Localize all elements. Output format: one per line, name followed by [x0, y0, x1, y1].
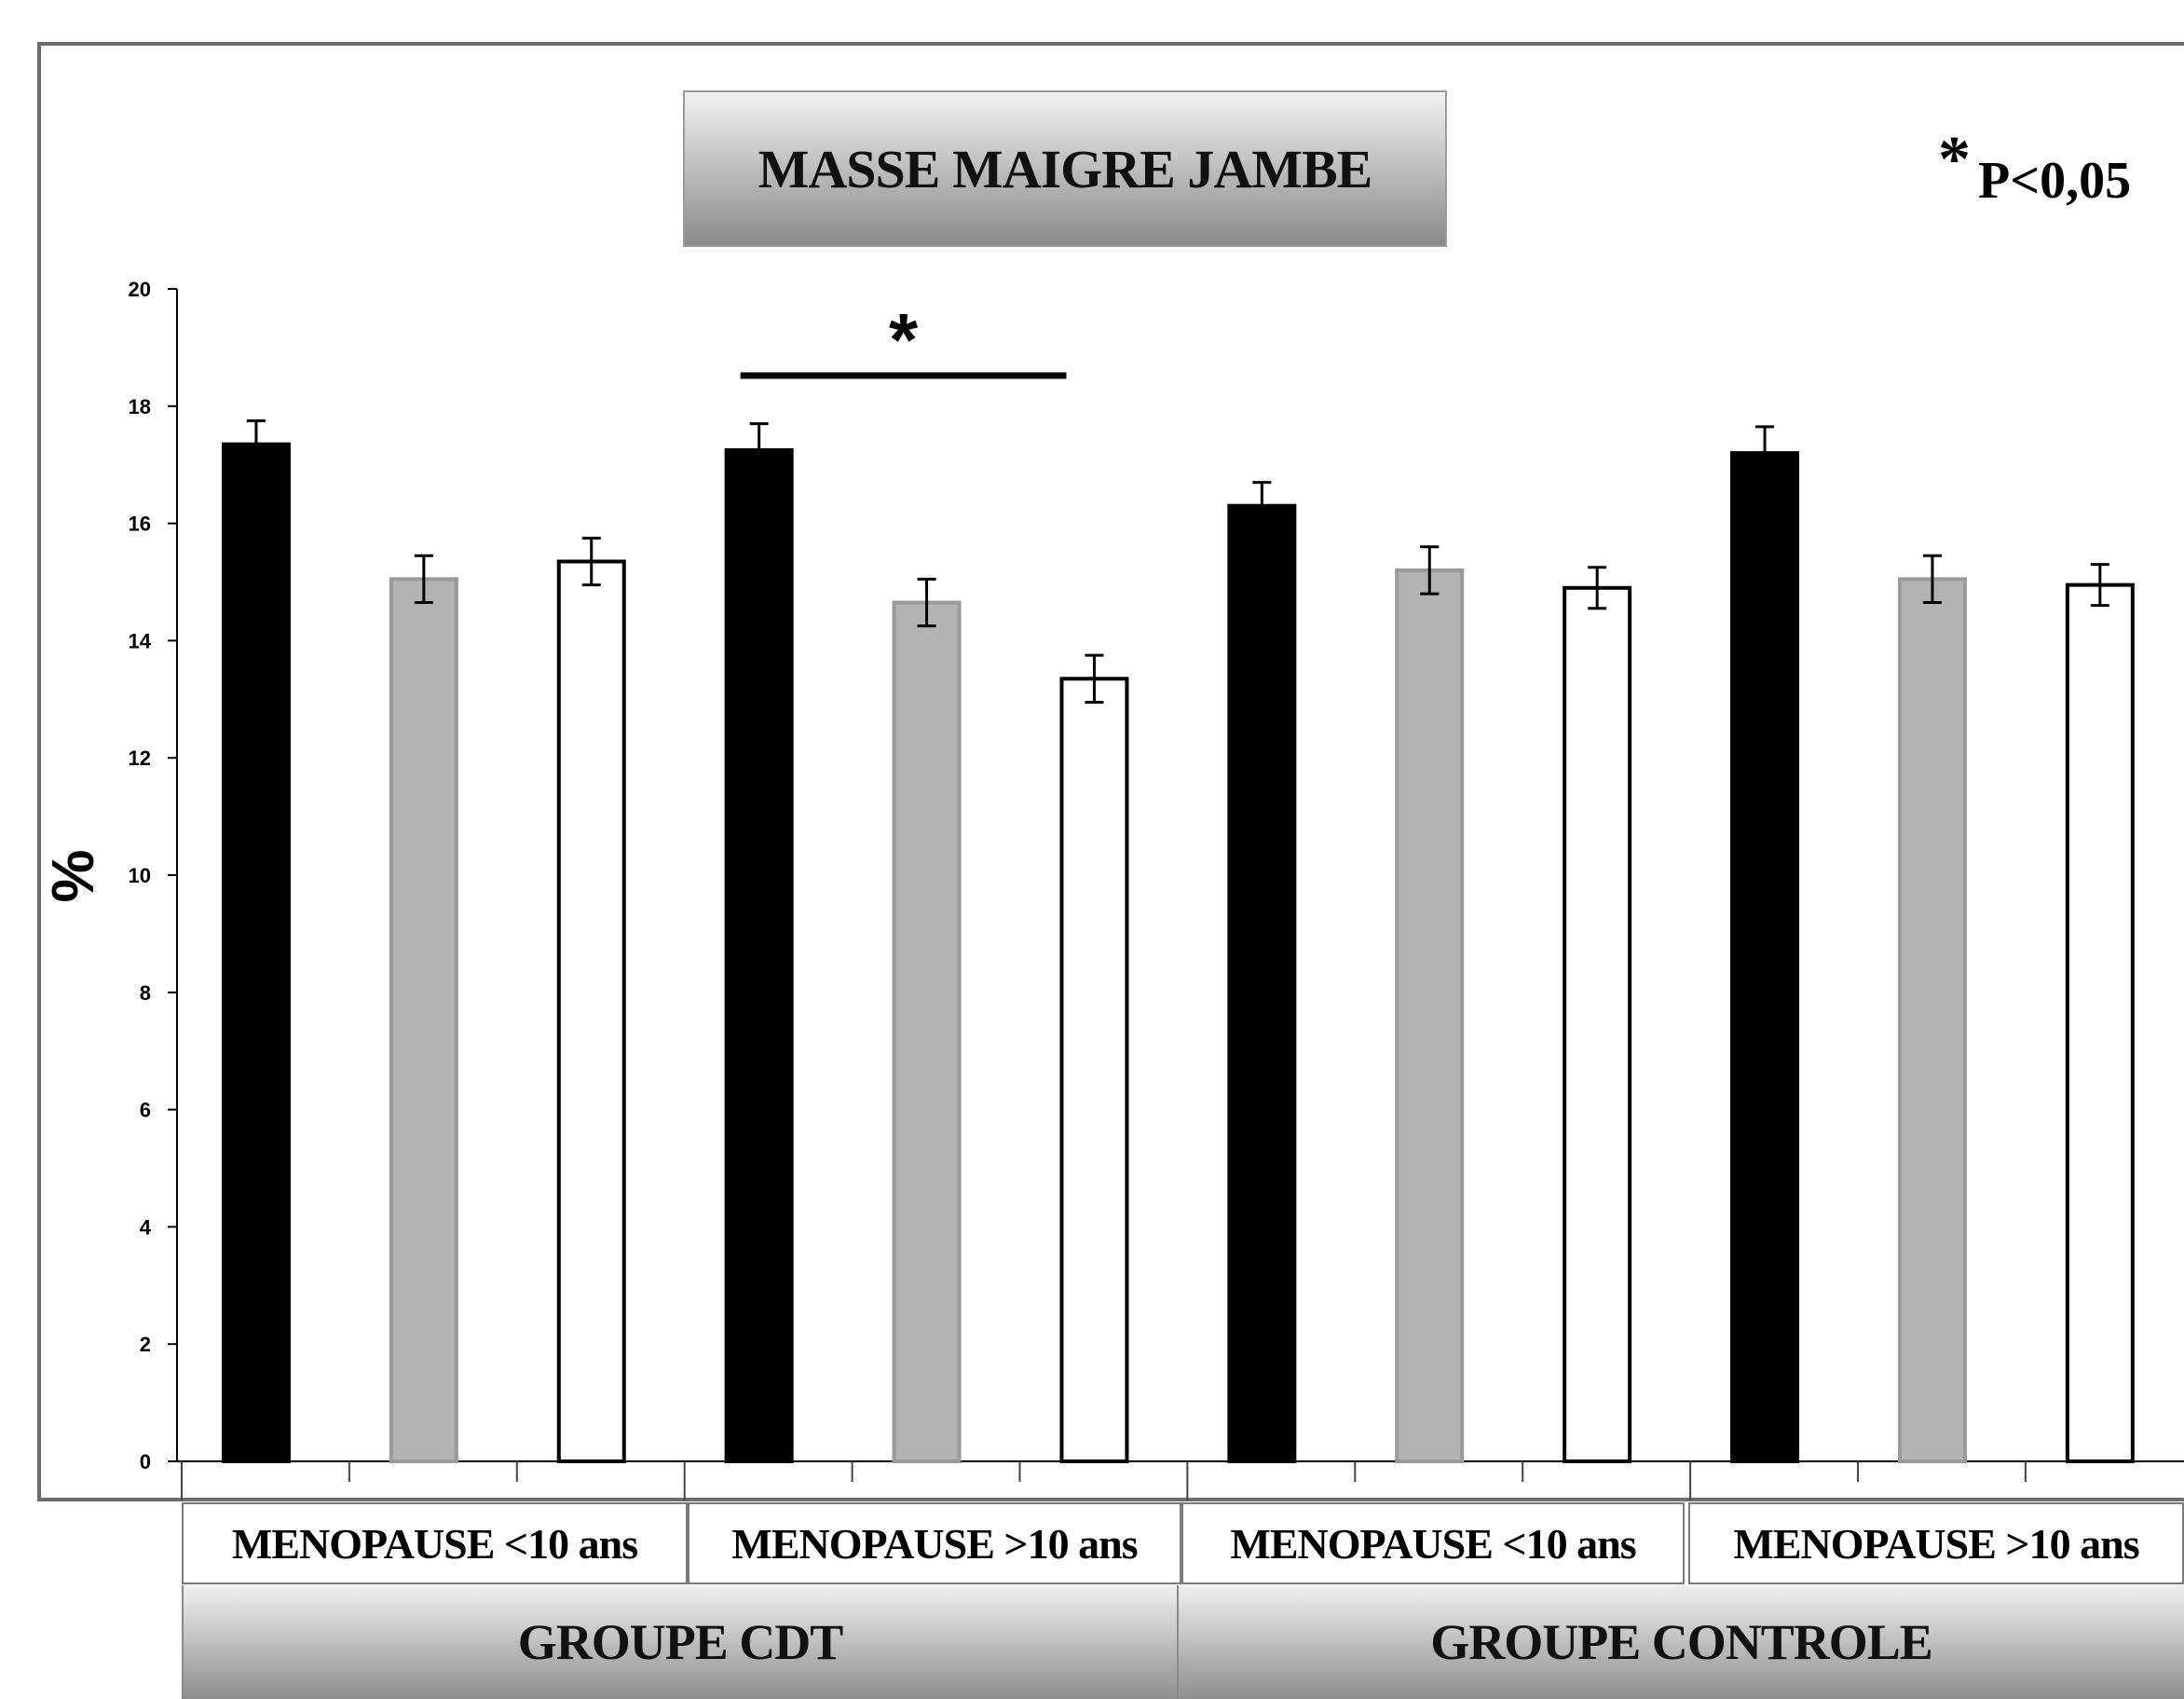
bar	[892, 600, 962, 1463]
y-tick-label: 10	[129, 864, 151, 887]
bar	[1227, 503, 1297, 1463]
subgroup-label-controle-lt10: MENOPAUSE <10 ans	[1181, 1502, 1685, 1584]
y-tick-label: 8	[140, 981, 151, 1005]
group-label-controle: GROUPE CONTROLE	[1177, 1585, 2184, 1699]
subgroup-label-controle-gt10: MENOPAUSE >10 ans	[1688, 1502, 2184, 1584]
y-axis-label: %	[39, 850, 106, 903]
bar	[1395, 568, 1465, 1463]
bar	[724, 447, 794, 1464]
bars-layer	[221, 442, 2135, 1464]
subgroup-label-cdt-gt10: MENOPAUSE >10 ans	[688, 1502, 1181, 1584]
y-tick-label: 4	[140, 1215, 152, 1239]
y-tick-label: 0	[140, 1450, 151, 1473]
y-tick-label: 6	[140, 1099, 151, 1122]
y-tick-label: 2	[140, 1333, 151, 1356]
y-tick-label: 16	[129, 513, 151, 536]
significance-marker: *	[889, 298, 919, 381]
y-tick-label: 14	[129, 629, 152, 652]
significance-layer: *	[740, 298, 1067, 381]
significance-star: *	[1938, 124, 1971, 196]
group-label-cdt: GROUPE CDT	[182, 1585, 1177, 1699]
y-tick-label: 18	[129, 395, 151, 418]
bar	[2065, 582, 2135, 1463]
bar	[1563, 585, 1632, 1463]
subgroup-label-cdt-lt10: MENOPAUSE <10 ans	[182, 1502, 688, 1584]
bar	[1897, 577, 1967, 1463]
bar	[1730, 451, 1800, 1463]
y-tick-label: 12	[129, 747, 151, 770]
error-bars-layer	[246, 419, 2109, 704]
bar	[221, 442, 291, 1463]
bar	[556, 559, 626, 1463]
y-tick-label: 20	[129, 278, 151, 301]
chart-title: MASSE MAIGRE JAMBE	[683, 90, 1447, 247]
significance-note: * P<0,05	[1938, 123, 2131, 211]
bar	[1059, 677, 1129, 1463]
bar	[389, 577, 458, 1463]
pvalue-text: P<0,05	[1978, 152, 2132, 210]
axis-layer: 0 2 4 6 8 10 12 14 16 18 20	[129, 278, 2184, 1500]
